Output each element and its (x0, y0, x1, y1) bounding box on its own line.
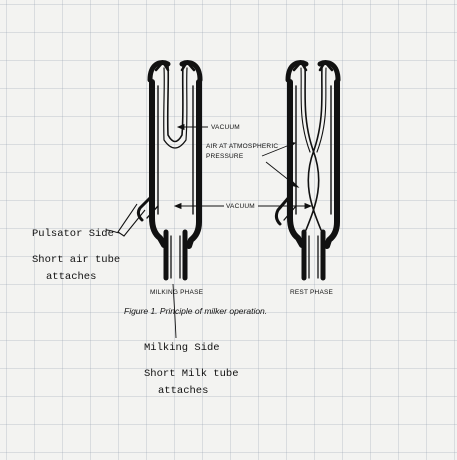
short-milk-tube-label: Short Milk tube (144, 368, 239, 380)
pointer-arrows (173, 123, 313, 210)
teat-cup-milking-phase (136, 60, 203, 281)
short-milk-tube-label-line2: attaches (158, 385, 208, 397)
air-pressure-label: AIR AT ATMOSPHERIC (206, 143, 278, 150)
short-air-tube-left (117, 203, 146, 237)
milking-phase-label: MILKING PHASE (150, 289, 204, 296)
vacuum-label-top: VACUUM (211, 124, 240, 131)
annotation-lines (105, 229, 177, 339)
vacuum-label-middle: VACUUM (226, 203, 255, 210)
milking-side-label: Milking Side (144, 342, 220, 354)
rest-phase-label: REST PHASE (290, 289, 334, 296)
figure-caption: Figure 1. Principle of milker operation. (124, 306, 267, 316)
teat-cup-rest-phase (274, 60, 341, 281)
short-air-tube-label-line2: attaches (46, 271, 96, 283)
air-pressure-label-line2: PRESSURE (206, 153, 244, 160)
short-air-tube-label: Short air tube (32, 254, 120, 266)
pulsator-side-label: Pulsator Side (32, 228, 114, 240)
